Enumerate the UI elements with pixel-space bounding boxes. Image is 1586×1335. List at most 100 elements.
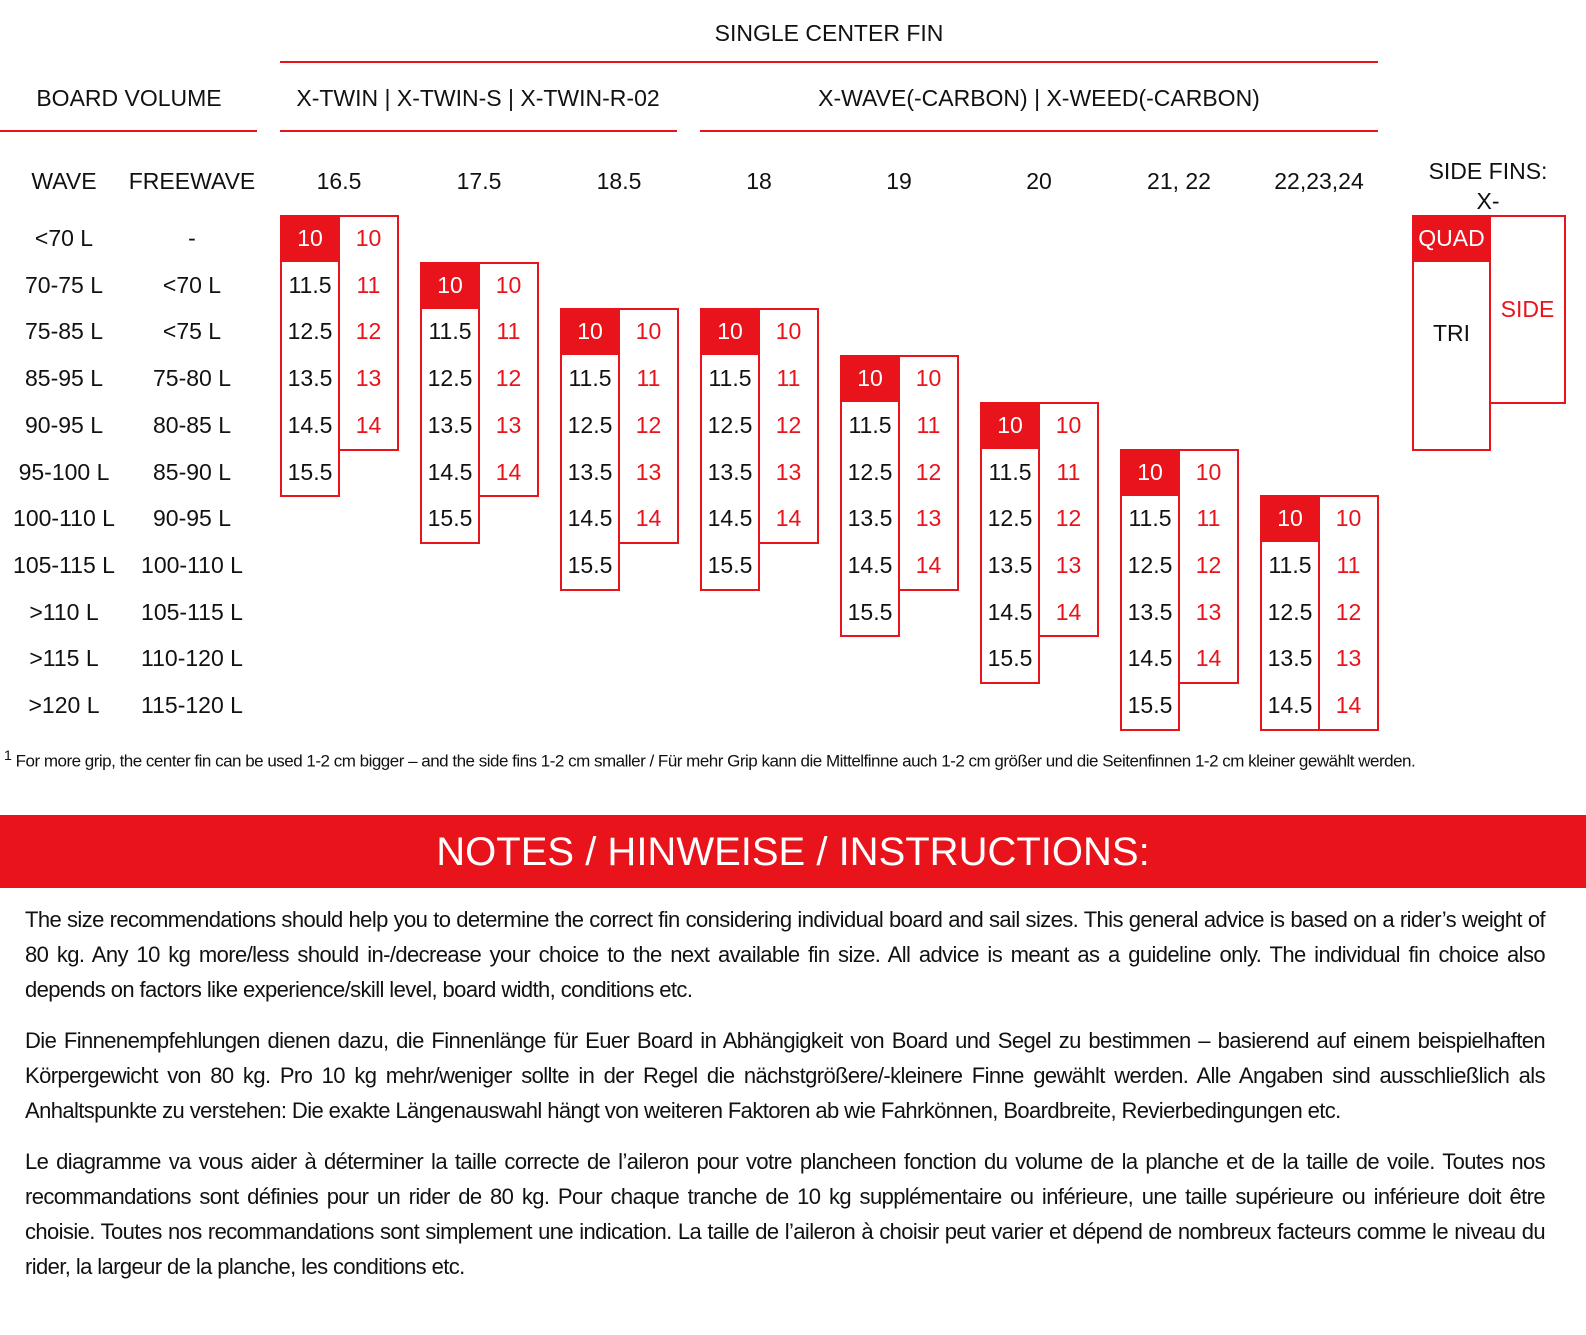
center-fin-size: 11.5 bbox=[1128, 505, 1172, 532]
side-fin-box bbox=[1318, 495, 1379, 731]
rule bbox=[0, 130, 257, 132]
wave-volume: >110 L bbox=[29, 598, 99, 625]
center-fin-size: 11.5 bbox=[848, 411, 892, 438]
side-fin-size: 14 bbox=[1055, 598, 1082, 625]
side-box bbox=[1489, 215, 1566, 404]
fin-size-header: 20 bbox=[1026, 168, 1052, 194]
side-fin-box bbox=[898, 355, 959, 591]
side-fin-box bbox=[1038, 401, 1099, 638]
side-label: SIDE bbox=[1500, 295, 1555, 322]
center-fin-size: 13.5 bbox=[707, 458, 753, 485]
series-title: X-WAVE(-CARBON) | X-WEED(-CARBON) bbox=[818, 85, 1260, 111]
center-fin-size: 10 bbox=[1120, 448, 1180, 496]
side-fin-size: 14 bbox=[915, 551, 942, 578]
center-fin-size: 15.5 bbox=[987, 645, 1033, 672]
center-fin-size: 11.5 bbox=[988, 458, 1032, 485]
freewave-header: FREEWAVE bbox=[128, 168, 256, 194]
note-paragraph: Die Finnenempfehlungen dienen dazu, die … bbox=[25, 1028, 1546, 1123]
center-fin-size: 13.5 bbox=[1267, 645, 1313, 672]
side-fin-size: 11 bbox=[1056, 458, 1081, 485]
rule bbox=[280, 61, 1378, 63]
side-fin-size: 10 bbox=[1055, 411, 1082, 438]
wave-header: WAVE bbox=[31, 168, 97, 194]
center-fin-size: 14.5 bbox=[987, 598, 1033, 625]
side-fin-size: 12 bbox=[495, 365, 522, 392]
wave-volume: >120 L bbox=[28, 692, 100, 718]
side-fin-size: 10 bbox=[495, 271, 522, 298]
side-fin-size: 12 bbox=[1055, 505, 1082, 532]
footnote-marker: 1 bbox=[4, 748, 12, 764]
notes-title: NOTES / HINWEISE / INSTRUCTIONS: bbox=[0, 815, 1586, 888]
side-fin-size: 13 bbox=[1335, 645, 1362, 672]
center-fin-size: 10 bbox=[700, 308, 760, 356]
fin-size-header: 16.5 bbox=[316, 168, 362, 194]
center-fin-size: 14.5 bbox=[427, 458, 473, 485]
freewave-volume: 85-90 L bbox=[152, 458, 231, 485]
center-fin-size: 15.5 bbox=[567, 551, 613, 578]
side-fin-size: 11 bbox=[776, 365, 801, 392]
freewave-volume: 115-120 L bbox=[141, 692, 243, 718]
freewave-volume: 90-95 L bbox=[152, 505, 231, 532]
center-fin-size: 15.5 bbox=[287, 458, 333, 485]
center-fin-size: 12.5 bbox=[707, 411, 753, 438]
side-fin-size: 10 bbox=[1195, 458, 1222, 485]
center-fin-size: 15.5 bbox=[427, 505, 473, 532]
center-fin-size: 15.5 bbox=[847, 598, 893, 625]
side-fin-size: 13 bbox=[635, 458, 662, 485]
center-fin-size: 12.5 bbox=[287, 318, 333, 345]
notes-paragraphs: The size recommendations should help you… bbox=[25, 902, 1546, 1300]
center-fin-size: 11.5 bbox=[288, 271, 332, 298]
side-fin-box bbox=[478, 261, 539, 498]
center-fin-size: 11.5 bbox=[428, 318, 472, 345]
group-title: SINGLE CENTER FIN bbox=[714, 20, 944, 46]
side-fin-size: 13 bbox=[915, 505, 942, 532]
freewave-volume: 75-80 L bbox=[152, 365, 231, 392]
side-fin-size: 14 bbox=[355, 411, 382, 438]
rule bbox=[280, 130, 677, 132]
fin-size-header: 21, 22 bbox=[1147, 168, 1211, 194]
center-fin-size: 11.5 bbox=[568, 365, 612, 392]
side-fin-size: 11 bbox=[1336, 551, 1361, 578]
freewave-volume: 110-120 L bbox=[141, 645, 243, 672]
side-fin-size: 12 bbox=[915, 458, 942, 485]
wave-volume: 85-95 L bbox=[24, 365, 103, 392]
side-fin-size: 12 bbox=[355, 318, 382, 345]
center-fin-size: 13.5 bbox=[567, 458, 613, 485]
note-paragraph: Le diagramme va vous aider à déterminer … bbox=[25, 1149, 1546, 1279]
side-fin-size: 12 bbox=[1335, 598, 1362, 625]
side-fin-box bbox=[338, 215, 399, 451]
side-fin-size: 14 bbox=[635, 505, 662, 532]
freewave-volume: <70 L bbox=[162, 271, 222, 298]
quad-label: QUAD bbox=[1412, 215, 1491, 262]
side-fin-size: 11 bbox=[356, 271, 381, 298]
center-fin-size: 13.5 bbox=[987, 551, 1033, 578]
wave-volume: 105-115 L bbox=[13, 551, 115, 578]
side-fin-size: 14 bbox=[775, 505, 802, 532]
freewave-volume: 105-115 L bbox=[141, 598, 243, 625]
center-fin-size: 10 bbox=[420, 261, 480, 309]
center-fin-size: 12.5 bbox=[987, 505, 1033, 532]
center-fin-size: 10 bbox=[280, 215, 340, 262]
side-fin-size: 10 bbox=[635, 318, 662, 345]
side-fin-size: 11 bbox=[916, 411, 941, 438]
side-fin-size: 11 bbox=[636, 365, 661, 392]
center-fin-size: 13.5 bbox=[427, 411, 473, 438]
center-fin-size: 13.5 bbox=[1127, 598, 1173, 625]
wave-volume: 70-75 L bbox=[24, 271, 103, 298]
wave-volume: 90-95 L bbox=[24, 411, 103, 438]
fin-size-header: 19 bbox=[886, 168, 912, 194]
footnote-text: For more grip, the center fin can be use… bbox=[15, 751, 1416, 771]
side-fin-size: 10 bbox=[355, 225, 382, 251]
side-fin-box bbox=[618, 308, 679, 544]
center-fin-size: 13.5 bbox=[847, 505, 893, 532]
center-fin-size: 10 bbox=[1260, 495, 1320, 543]
center-fin-size: 14.5 bbox=[847, 551, 893, 578]
tri-label: TRI bbox=[1432, 320, 1471, 347]
side-fin-size: 14 bbox=[495, 458, 522, 485]
wave-volume: <70 L bbox=[34, 225, 94, 251]
center-fin-size: 12.5 bbox=[1267, 598, 1313, 625]
center-fin-size: 12.5 bbox=[567, 411, 613, 438]
fin-size-header: 18.5 bbox=[596, 168, 642, 194]
fin-size-header: 18 bbox=[746, 168, 772, 194]
